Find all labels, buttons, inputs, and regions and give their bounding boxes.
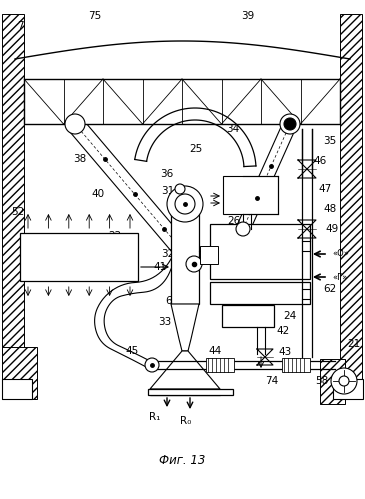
Text: 46: 46 <box>314 156 327 166</box>
Text: 42: 42 <box>276 326 289 336</box>
Text: 22: 22 <box>108 231 122 241</box>
Text: 31: 31 <box>161 186 174 196</box>
Text: 45: 45 <box>125 346 139 356</box>
Text: 24: 24 <box>283 311 297 321</box>
Bar <box>2 14 24 384</box>
Bar <box>2 379 32 399</box>
Text: 75: 75 <box>88 11 101 21</box>
Text: 43: 43 <box>278 347 292 357</box>
Bar <box>171 204 199 304</box>
Circle shape <box>175 184 185 194</box>
Text: R₀: R₀ <box>180 416 192 426</box>
Bar <box>333 379 363 399</box>
Text: «Г»: «Г» <box>332 272 347 281</box>
Text: 32: 32 <box>161 249 174 259</box>
Text: 27: 27 <box>246 244 260 254</box>
Circle shape <box>145 358 159 372</box>
Bar <box>2 347 37 399</box>
Bar <box>20 233 138 281</box>
Text: 36: 36 <box>160 169 174 179</box>
Bar <box>210 224 310 279</box>
Text: 41: 41 <box>153 262 167 272</box>
Text: 21: 21 <box>347 339 361 349</box>
Bar <box>148 389 233 395</box>
Polygon shape <box>150 351 220 389</box>
Circle shape <box>331 368 357 394</box>
Text: 29: 29 <box>248 312 262 322</box>
Text: Фиг. 13: Фиг. 13 <box>159 455 206 468</box>
Bar <box>222 305 274 327</box>
Circle shape <box>280 114 300 134</box>
Bar <box>150 389 220 395</box>
Text: 30: 30 <box>215 249 228 259</box>
Text: 51: 51 <box>74 264 84 273</box>
Circle shape <box>65 114 85 134</box>
Text: 23: 23 <box>242 184 255 194</box>
Text: 74: 74 <box>265 376 278 386</box>
Text: 39: 39 <box>241 11 255 21</box>
Text: «О»: «О» <box>332 250 349 258</box>
Text: 26: 26 <box>227 216 241 226</box>
Bar <box>200 246 218 264</box>
Text: 7: 7 <box>17 21 23 31</box>
Circle shape <box>284 118 296 130</box>
Text: 62: 62 <box>323 284 337 294</box>
Text: Блок управления: Блок управления <box>44 246 114 254</box>
Text: 50: 50 <box>168 204 181 214</box>
Circle shape <box>175 194 195 214</box>
Text: 40: 40 <box>92 189 104 199</box>
Polygon shape <box>171 304 199 351</box>
Text: 61: 61 <box>165 296 178 306</box>
Text: 47: 47 <box>318 184 332 194</box>
Polygon shape <box>68 118 201 270</box>
Bar <box>340 14 362 384</box>
Circle shape <box>236 222 250 236</box>
Text: 59: 59 <box>288 364 301 374</box>
Text: 38: 38 <box>73 154 87 164</box>
Text: 44: 44 <box>208 346 222 356</box>
Bar <box>223 176 278 214</box>
Text: 49: 49 <box>325 224 339 234</box>
Text: 48: 48 <box>323 204 337 214</box>
Bar <box>206 358 234 372</box>
Text: 52: 52 <box>11 207 24 217</box>
Text: 37: 37 <box>58 114 72 124</box>
Text: 58: 58 <box>315 376 328 386</box>
Bar <box>320 359 345 404</box>
Text: R₁: R₁ <box>149 412 161 422</box>
Bar <box>210 282 310 304</box>
Text: 35: 35 <box>323 136 337 146</box>
Text: 25: 25 <box>189 144 203 154</box>
Text: 33: 33 <box>158 317 172 327</box>
Text: 34: 34 <box>226 124 240 134</box>
Text: 28: 28 <box>246 287 260 297</box>
Circle shape <box>186 256 202 272</box>
Bar <box>282 358 310 372</box>
Polygon shape <box>237 121 296 232</box>
Bar <box>24 79 340 124</box>
Circle shape <box>167 186 203 222</box>
Text: 57: 57 <box>338 376 351 386</box>
Circle shape <box>339 376 349 386</box>
